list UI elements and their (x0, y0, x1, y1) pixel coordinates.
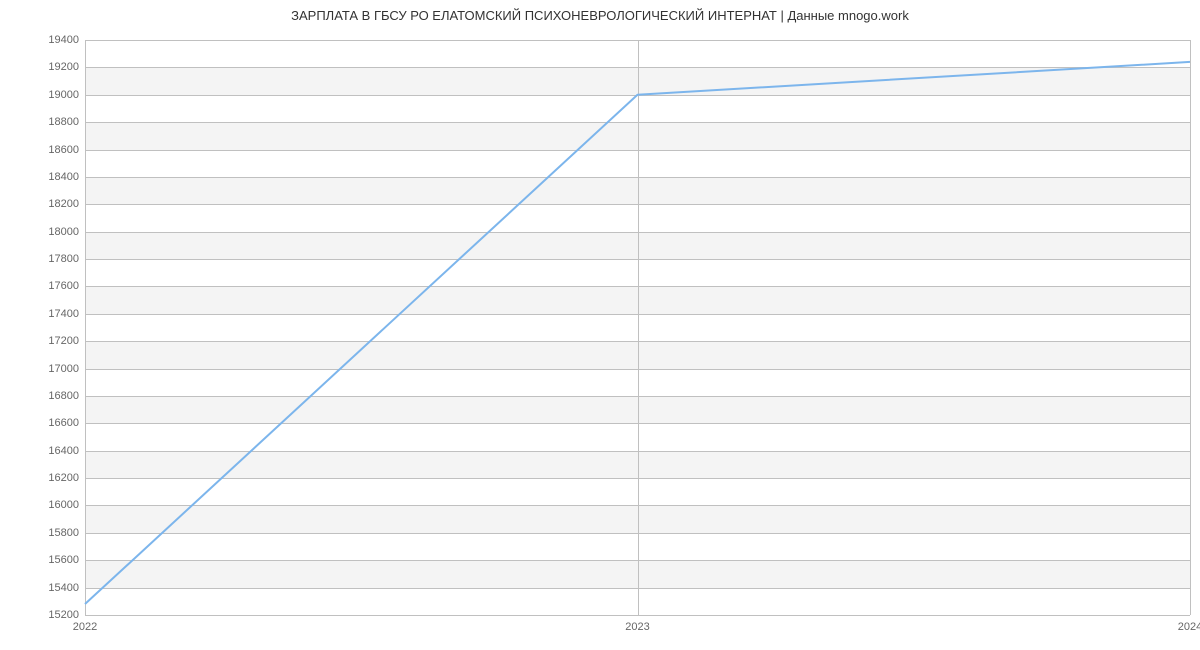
y-tick-label: 18200 (48, 198, 79, 210)
y-tick-label: 17200 (48, 335, 79, 347)
y-tick-label: 16000 (48, 499, 79, 511)
y-tick-label: 17400 (48, 308, 79, 320)
y-tick-label: 18000 (48, 226, 79, 238)
y-tick-label: 17600 (48, 280, 79, 292)
chart-container: ЗАРПЛАТА В ГБСУ РО ЕЛАТОМСКИЙ ПСИХОНЕВРО… (0, 0, 1200, 650)
y-tick-label: 19200 (48, 61, 79, 73)
chart-title: ЗАРПЛАТА В ГБСУ РО ЕЛАТОМСКИЙ ПСИХОНЕВРО… (0, 0, 1200, 23)
y-tick-label: 18800 (48, 116, 79, 128)
y-tick-label: 17000 (48, 363, 79, 375)
y-tick-label: 18600 (48, 144, 79, 156)
x-tick-label: 2022 (73, 621, 97, 633)
y-tick-label: 17800 (48, 253, 79, 265)
y-tick-label: 19000 (48, 89, 79, 101)
y-gridline (85, 615, 1190, 616)
y-tick-label: 15400 (48, 582, 79, 594)
x-tick-label: 2024 (1178, 621, 1200, 633)
y-tick-label: 15600 (48, 554, 79, 566)
y-tick-label: 16200 (48, 472, 79, 484)
y-tick-label: 16400 (48, 445, 79, 457)
series-layer (85, 40, 1190, 615)
y-tick-label: 16600 (48, 417, 79, 429)
y-tick-label: 18400 (48, 171, 79, 183)
x-gridline (1190, 40, 1191, 615)
y-tick-label: 16800 (48, 390, 79, 402)
line-series-salary (85, 62, 1190, 604)
plot-area: 1520015400156001580016000162001640016600… (85, 40, 1190, 615)
y-tick-label: 19400 (48, 34, 79, 46)
y-tick-label: 15200 (48, 609, 79, 621)
x-tick-label: 2023 (625, 621, 649, 633)
y-tick-label: 15800 (48, 527, 79, 539)
